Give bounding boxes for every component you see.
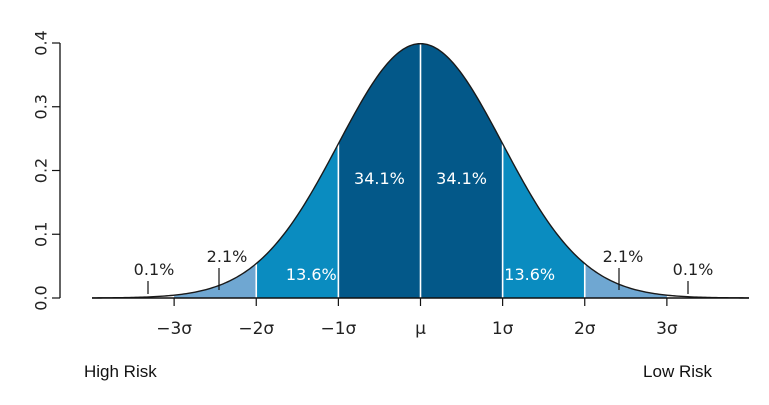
y-tick-label-4: 0.4: [32, 30, 51, 55]
x-tick-label-3: μ: [415, 319, 426, 339]
percent-label-1: 2.1%: [207, 247, 248, 266]
low-risk-label: Low Risk: [643, 362, 712, 381]
percent-label-3: 34.1%: [354, 169, 405, 188]
percent-label-6: 2.1%: [603, 247, 644, 266]
percent-label-7: 0.1%: [673, 260, 714, 279]
y-tick-label-3: 0.3: [32, 94, 51, 119]
region-6: [584, 263, 667, 298]
y-tick-label-2: 0.2: [32, 158, 51, 183]
y-tick-label-0: 0.0: [32, 285, 51, 310]
y-tick-label-1: 0.1: [32, 222, 51, 247]
percent-label-4: 34.1%: [436, 169, 487, 188]
percent-label-0: 0.1%: [134, 260, 175, 279]
density-curve: [92, 42, 749, 299]
percent-label-2: 13.6%: [286, 265, 337, 284]
x-tick-label-5: 2σ: [574, 319, 596, 339]
x-tick-label-0: −3σ: [156, 319, 192, 339]
percent-label-5: 13.6%: [504, 265, 555, 284]
region-1: [174, 263, 257, 298]
x-tick-label-6: 3σ: [656, 319, 678, 339]
x-tick-label-4: 1σ: [492, 319, 514, 339]
x-tick-label-2: −1σ: [320, 319, 356, 339]
high-risk-label: High Risk: [84, 362, 157, 381]
x-tick-label-1: −2σ: [238, 319, 274, 339]
